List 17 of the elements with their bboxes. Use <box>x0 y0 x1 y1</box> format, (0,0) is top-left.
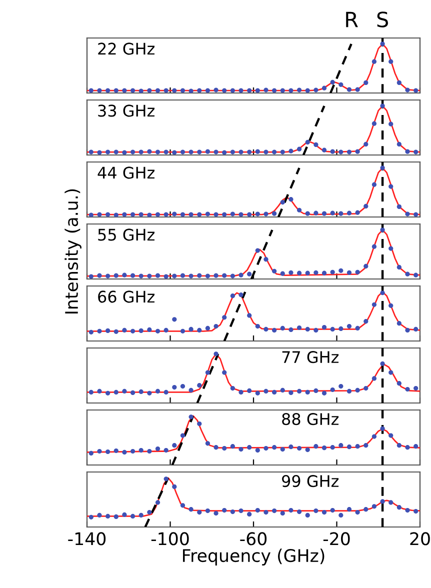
x-tick-label: -140 <box>68 532 106 546</box>
chart-title: 55 GHz <box>98 228 154 241</box>
chart-title: 33 GHz <box>98 104 154 117</box>
x-axis-title: Frequency (GHz) <box>183 548 324 566</box>
chart-title: 99 GHz <box>282 475 339 488</box>
chart-title: 66 GHz <box>98 290 154 303</box>
x-tick-label: 20 <box>410 532 430 546</box>
chart-title: 88 GHz <box>282 413 339 426</box>
x-tick-label: -60 <box>240 532 267 546</box>
x-tick-label: -100 <box>151 532 189 546</box>
chart-title: 44 GHz <box>98 166 154 179</box>
chart-title: 77 GHz <box>282 351 339 364</box>
chart-title: 22 GHz <box>98 42 154 55</box>
x-tick-label: -20 <box>323 532 350 546</box>
text: R <box>346 12 358 28</box>
y-axis-title: Intensity (a.u.) <box>64 189 82 314</box>
text: S <box>377 12 388 28</box>
